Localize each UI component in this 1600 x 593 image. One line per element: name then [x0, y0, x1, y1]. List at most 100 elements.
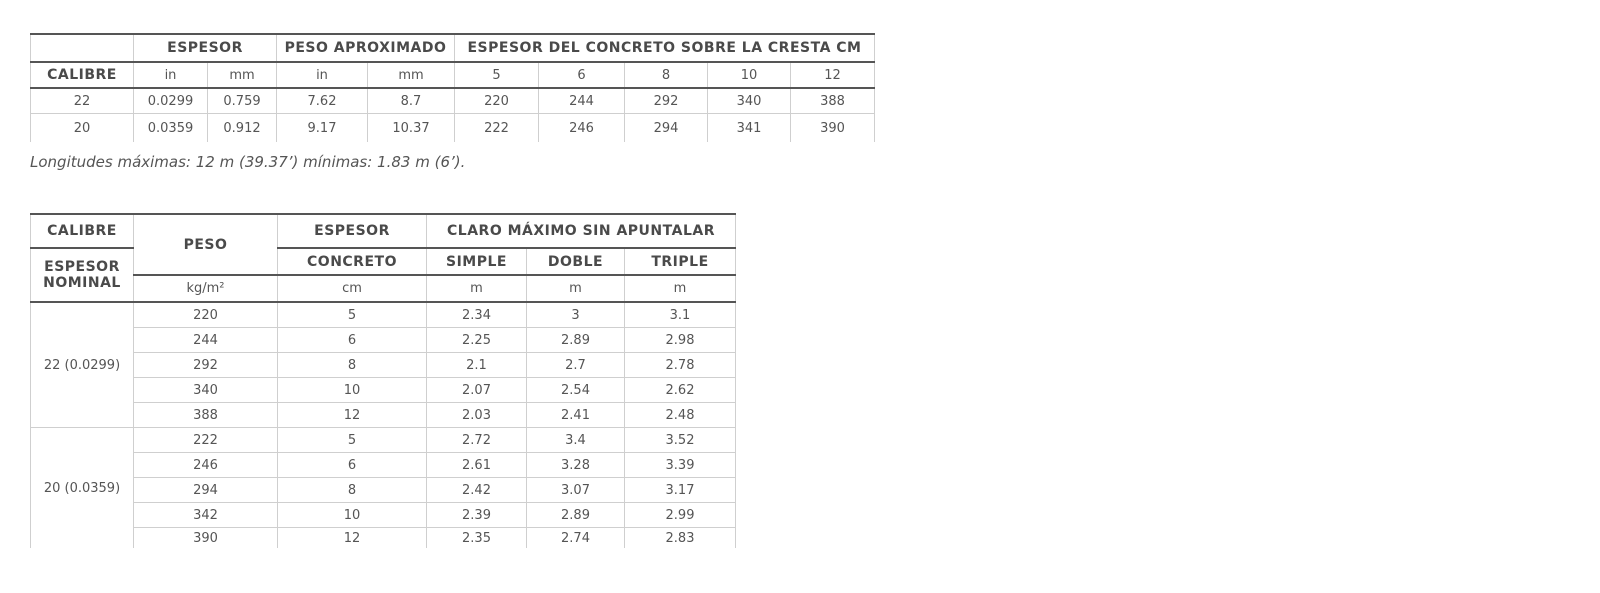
- table-cell: 5: [277, 301, 427, 328]
- concrete-thickness-header: ESPESOR DEL CONCRETO SOBRE LA CRESTA CM: [454, 33, 875, 63]
- table-cell: 12: [277, 402, 427, 428]
- sub-header-cell: 10: [707, 61, 791, 89]
- table-cell: 2.83: [624, 527, 736, 548]
- table-cell: 246: [538, 113, 625, 142]
- peso-header: PESO: [133, 213, 278, 276]
- peso-header: PESO APROXIMADO: [276, 33, 455, 63]
- table-cell: 2.48: [624, 402, 736, 428]
- table-row: 294 8 2.42 3.07 3.17: [31, 477, 736, 503]
- table-cell: 2.78: [624, 352, 736, 378]
- triple-header: TRIPLE: [624, 247, 736, 276]
- header-row-2: ESPESOR NOMINAL CONCRETO SIMPLE DOBLE TR…: [30, 247, 736, 303]
- table-cell: 220: [133, 301, 278, 328]
- espesor-header: ESPESOR: [133, 33, 277, 63]
- table-cell: 340: [133, 377, 278, 403]
- table-cell: 2.89: [526, 502, 625, 528]
- table-row: 22 (0.0299) 220 5 2.34 3 3.1: [30, 301, 736, 428]
- table-cell: 3: [526, 301, 625, 328]
- table-cell: 341: [707, 113, 791, 142]
- table-cell: 2.74: [526, 527, 625, 548]
- sub-header-cell: 12: [790, 61, 875, 89]
- empty-header: [30, 33, 134, 63]
- table-cell: 2.99: [624, 502, 736, 528]
- gauge-group-label: 20 (0.0359): [30, 427, 134, 548]
- table-cell: 7.62: [276, 87, 368, 114]
- table-cell: 244: [538, 87, 625, 114]
- sub-header-cell: 5: [454, 61, 539, 89]
- table-cell: 8: [277, 352, 427, 378]
- table-cell: 390: [790, 113, 875, 142]
- table-cell: 220: [454, 87, 539, 114]
- table-row: 390 12 2.35 2.74 2.83: [31, 527, 736, 548]
- unit-cell: cm: [277, 274, 427, 303]
- table-cell: 6: [277, 327, 427, 353]
- sub-header-cell: 8: [624, 61, 708, 89]
- claro-header: CLARO MÁXIMO SIN APUNTALAR: [426, 213, 736, 249]
- table-cell: 2.1: [426, 352, 527, 378]
- length-note: Longitudes máximas: 12 m (39.37’) mínima…: [30, 153, 466, 171]
- table-cell: 2.41: [526, 402, 625, 428]
- espesor-header: ESPESOR: [277, 213, 427, 249]
- table-cell: 2.61: [426, 452, 527, 478]
- table-cell: 292: [133, 352, 278, 378]
- sub-header-cell: 6: [538, 61, 625, 89]
- table-cell: 12: [277, 527, 427, 548]
- table-cell: 2.39: [426, 502, 527, 528]
- table-cell: 222: [133, 427, 278, 453]
- table-cell: 8.7: [367, 87, 455, 114]
- table-cell: 10.37: [367, 113, 455, 142]
- table-row: 20 (0.0359) 222 5 2.72 3.4 3.52: [30, 427, 736, 548]
- table-cell: 2.42: [426, 477, 527, 503]
- table-cell: 222: [454, 113, 539, 142]
- table-cell: 3.28: [526, 452, 625, 478]
- table-cell: 292: [624, 87, 708, 114]
- header-row-1: CALIBRE PESO ESPESOR CLARO MÁXIMO SIN AP…: [30, 213, 736, 276]
- table-cell: 2.03: [426, 402, 527, 428]
- table-row: 388 12 2.03 2.41 2.48: [31, 402, 736, 428]
- table-cell: 0.0359: [133, 113, 208, 142]
- concreto-header: CONCRETO: [277, 247, 427, 276]
- table-cell: 5: [277, 427, 427, 453]
- sub-header-cell: CALIBRE: [30, 61, 134, 89]
- table-row: 292 8 2.1 2.7 2.78: [31, 352, 736, 378]
- table-cell: 246: [133, 452, 278, 478]
- table-row: 22 0.0299 0.759 7.62 8.7 220 244 292 340 388: [30, 87, 875, 114]
- gauge-group-label: 22 (0.0299): [30, 301, 134, 428]
- table-cell: 2.54: [526, 377, 625, 403]
- unit-cell: m: [624, 274, 736, 303]
- table-row: 244 6 2.25 2.89 2.98: [31, 327, 736, 353]
- table-cell: 3.39: [624, 452, 736, 478]
- table-cell: 2.34: [426, 301, 527, 328]
- table-cell: 3.17: [624, 477, 736, 503]
- table-cell: 342: [133, 502, 278, 528]
- table-cell: 388: [133, 402, 278, 428]
- table-cell: 340: [707, 87, 791, 114]
- group-header-row: ESPESOR PESO APROXIMADO ESPESOR DEL CONC…: [30, 33, 875, 63]
- table-cell: 2.07: [426, 377, 527, 403]
- sub-header-row: CALIBRE in mm in mm 5 6 8 10 12: [30, 61, 875, 89]
- table-cell: 294: [624, 113, 708, 142]
- table-cell: 20: [30, 113, 134, 142]
- table-row: 20 0.0359 0.912 9.17 10.37 222 246 294 341 390: [30, 113, 875, 142]
- max-span-table: CALIBRE PESO ESPESOR CLARO MÁXIMO SIN AP…: [30, 213, 736, 548]
- sub-header-cell: mm: [367, 61, 455, 89]
- unit-cell: kg/m²: [133, 274, 278, 303]
- table-cell: 390: [133, 527, 278, 548]
- doble-header: DOBLE: [526, 247, 625, 276]
- sub-header-cell: in: [133, 61, 208, 89]
- table-cell: 8: [277, 477, 427, 503]
- units-row: kg/m² cm m m m: [31, 274, 736, 303]
- table-cell: 294: [133, 477, 278, 503]
- table-cell: 22: [30, 87, 134, 114]
- table-cell: 3.4: [526, 427, 625, 453]
- table-cell: 2.25: [426, 327, 527, 353]
- unit-cell: m: [526, 274, 625, 303]
- table-cell: 10: [277, 502, 427, 528]
- table-cell: 388: [790, 87, 875, 114]
- table-row: 342 10 2.39 2.89 2.99: [31, 502, 736, 528]
- table-cell: 3.1: [624, 301, 736, 328]
- sub-header-cell: mm: [207, 61, 277, 89]
- table-cell: 2.98: [624, 327, 736, 353]
- table-cell: 244: [133, 327, 278, 353]
- gauge-specs-table: ESPESOR PESO APROXIMADO ESPESOR DEL CONC…: [30, 33, 875, 142]
